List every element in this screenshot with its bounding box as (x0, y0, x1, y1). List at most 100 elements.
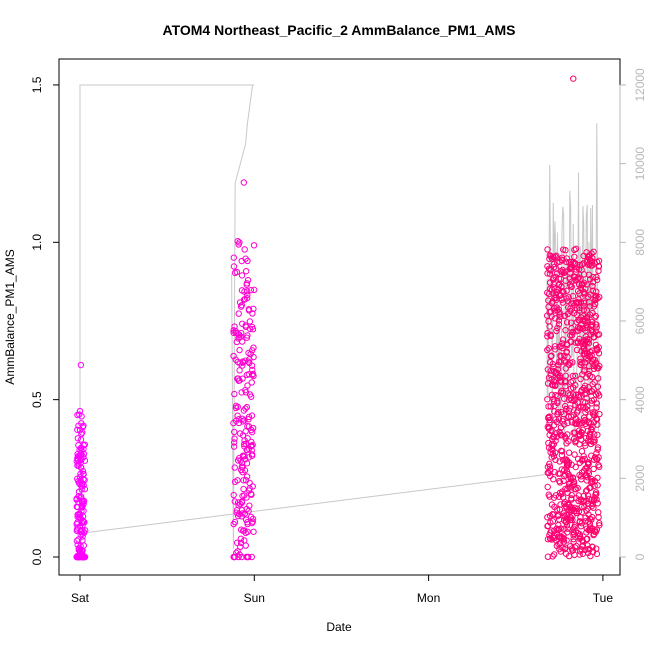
data-point (565, 396, 573, 404)
data-point (230, 254, 238, 261)
y2-tick-label: 2000 (633, 465, 647, 492)
data-point (593, 321, 600, 328)
y2-tick-label: 0 (633, 553, 647, 560)
data-point (576, 551, 583, 558)
data-point (243, 280, 251, 287)
y2-tick-label: 8000 (633, 229, 647, 256)
data-point (584, 492, 592, 499)
data-point (584, 324, 591, 331)
data-point (593, 288, 600, 295)
data-point (563, 440, 570, 447)
data-point (232, 404, 240, 412)
data-point (562, 277, 569, 284)
data-point (554, 324, 561, 332)
data-point (560, 246, 567, 253)
data-point (563, 348, 570, 355)
data-point (583, 307, 590, 314)
data-point (242, 405, 249, 412)
data-point (546, 460, 553, 468)
data-point (551, 305, 558, 312)
data-point (78, 413, 85, 420)
data-point (245, 445, 253, 453)
data-point (548, 536, 555, 543)
data-point (596, 522, 603, 529)
data-point (557, 408, 565, 416)
data-point (586, 526, 594, 534)
data-point (562, 503, 570, 510)
data-point (548, 255, 556, 262)
data-point (586, 353, 594, 360)
data-point (566, 405, 574, 412)
data-point (565, 413, 572, 421)
data-point (248, 438, 255, 446)
data-point (77, 477, 84, 484)
data-point (231, 464, 238, 471)
data-point (553, 327, 560, 335)
data-point (247, 286, 255, 294)
data-point (571, 485, 578, 493)
data-point (595, 331, 603, 338)
data-point (555, 281, 562, 289)
data-point (560, 477, 567, 485)
data-point (594, 431, 601, 438)
data-point (569, 292, 577, 300)
data-point (575, 327, 582, 334)
data-point (547, 371, 554, 379)
data-point (231, 428, 238, 436)
data-point (250, 242, 258, 249)
data-point (231, 323, 238, 330)
data-point (550, 260, 558, 268)
data-point (244, 553, 251, 561)
data-point (562, 550, 570, 557)
data-point (546, 323, 553, 330)
data-point (544, 396, 551, 403)
data-point (245, 415, 252, 423)
data-point (248, 452, 256, 459)
data-point (251, 286, 258, 294)
data-point (589, 321, 596, 328)
data-point (574, 455, 582, 463)
data-point (555, 317, 563, 324)
data-point (544, 366, 552, 373)
data-point (544, 346, 551, 354)
y-tick-label: 1.0 (30, 234, 44, 251)
data-point (581, 546, 589, 554)
data-point (74, 462, 81, 469)
data-point (555, 470, 562, 477)
data-point (574, 420, 581, 427)
data-point (582, 442, 589, 449)
data-point (242, 322, 249, 329)
data-point (230, 352, 237, 360)
data-point (584, 336, 591, 343)
y2-tick-label: 4000 (633, 386, 647, 413)
data-point (247, 393, 255, 400)
data-point (237, 466, 245, 474)
data-point (572, 463, 579, 471)
data-point (580, 303, 587, 310)
data-point (566, 391, 573, 399)
data-point (80, 500, 87, 507)
data-point (583, 525, 591, 532)
data-point (578, 266, 585, 273)
data-point (548, 381, 556, 389)
data-point (231, 435, 238, 442)
data-point (585, 460, 592, 468)
data-point (239, 375, 246, 382)
data-point (81, 485, 89, 493)
data-point (590, 411, 597, 418)
data-point (563, 287, 570, 295)
data-point (236, 346, 243, 354)
data-point (243, 505, 250, 513)
data-point (581, 455, 588, 463)
data-point (588, 452, 595, 459)
data-point (578, 473, 585, 480)
data-point (553, 433, 560, 441)
data-point (243, 494, 250, 501)
data-point (245, 454, 253, 461)
data-point (553, 288, 560, 296)
data-point (580, 337, 587, 344)
data-point (80, 542, 88, 549)
data-point (236, 333, 243, 341)
data-point (76, 514, 83, 521)
data-point (559, 494, 567, 501)
